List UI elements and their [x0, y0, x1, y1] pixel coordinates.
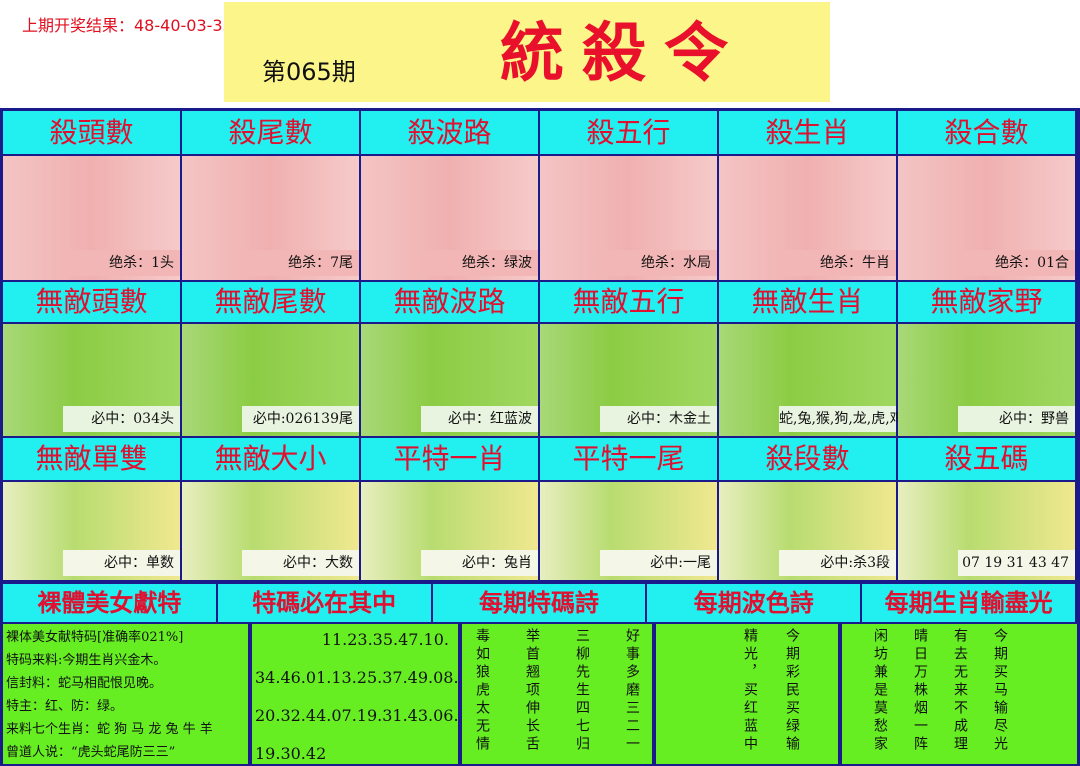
section-header: 無敵生肖	[719, 282, 896, 322]
section-value: 绝杀：绿波	[421, 250, 538, 276]
section-value: 必中：野兽	[958, 406, 1075, 432]
poem-column: 今期彩民买绿输	[784, 628, 800, 754]
beauty-line: 信封料：蛇马相配恨见晚。	[6, 676, 163, 691]
section-value: 07 19 31 43 47	[958, 550, 1075, 576]
title: 統殺令	[500, 16, 746, 91]
poem-column: 举首翘项伸长舌	[524, 628, 540, 754]
section-value: 绝杀：01合	[958, 250, 1075, 276]
section-header: 殺生肖	[719, 111, 896, 154]
section-value: 必中:杀3段	[779, 550, 896, 576]
section-value: 必中：034头	[63, 406, 180, 432]
section-header: 無敵家野	[898, 282, 1075, 322]
beauty-line: 特主：红、防：绿。	[6, 699, 124, 714]
poem-column: 毒如狼虎太无情	[474, 628, 490, 754]
section-header: 無敵尾數	[182, 282, 359, 322]
section-header: 殺五碼	[898, 438, 1075, 480]
number-line: 11.23.35.47.10.	[321, 630, 449, 649]
section-value: 必中：木金土	[600, 406, 717, 432]
beauty-line: 特码来料:今期生肖兴金木。	[6, 653, 167, 668]
section-header: 殺波路	[361, 111, 538, 154]
section-value: 必中：大数	[242, 550, 359, 576]
number-line: 20.32.44.07.19.31.43.06.	[255, 706, 459, 725]
bottom-cell	[252, 624, 458, 764]
section-value: 必中：兔肖	[421, 550, 538, 576]
beauty-line: 来料七个生肖：蛇 狗 马 龙 兔 牛 羊	[6, 722, 213, 737]
section-value: 必中：单数	[63, 550, 180, 576]
section-header: 平特一肖	[361, 438, 538, 480]
section-value: 绝杀：水局	[600, 250, 717, 276]
section-header: 殺尾數	[182, 111, 359, 154]
bottom-cell	[462, 624, 652, 764]
title-box	[224, 2, 830, 102]
section-value: 绝杀：1头	[63, 250, 180, 276]
section-header: 無敵波路	[361, 282, 538, 322]
poem-column: 闲坊兼是莫愁家	[872, 628, 888, 754]
beauty-line: 曾道人说：“虎头蛇尾防三三”	[6, 745, 176, 760]
poem-column: 精光，买红蓝中	[742, 628, 758, 754]
bottom-header: 每期特碼詩	[432, 584, 646, 622]
bottom-header: 裸體美女獻特	[3, 584, 216, 622]
bottom-header: 每期波色詩	[647, 584, 861, 622]
number-line: 19.30.42	[255, 744, 327, 763]
section-header: 無敵單雙	[3, 438, 180, 480]
bottom-header: 每期生肖輸盡光	[862, 584, 1075, 622]
section-header: 殺五行	[540, 111, 717, 154]
section-header: 無敵大小	[182, 438, 359, 480]
bottom-cell	[3, 624, 248, 764]
number-line: 34.46.01.13.25.37.49.08.	[255, 668, 459, 687]
bottom-cell	[656, 624, 838, 764]
poem-column: 有去无来不成理	[952, 628, 968, 754]
section-header: 平特一尾	[540, 438, 717, 480]
section-header: 殺合數	[898, 111, 1075, 154]
section-header: 無敵頭數	[3, 282, 180, 322]
section-value: 绝杀：7尾	[242, 250, 359, 276]
issue: 第065期	[262, 58, 356, 86]
bottom-header: 特碼必在其中	[217, 584, 431, 622]
section-value: 必中:026139尾	[242, 406, 359, 432]
section-header: 殺段數	[719, 438, 896, 480]
section-value: 蛇,兔,猴,狗,龙,虎,鸡,鼠	[779, 406, 922, 432]
section-value: 必中:一尾	[600, 550, 717, 576]
bottom-cell	[842, 624, 1077, 764]
beauty-line: 裸体美女献特码[准确率021%]	[6, 630, 184, 645]
poem-column: 三柳先生四七归	[574, 628, 590, 754]
section-value: 绝杀：牛肖	[779, 250, 896, 276]
section-value: 必中：红蓝波	[421, 406, 538, 432]
poem-column: 今期买马输尽光	[992, 628, 1008, 754]
section-header: 無敵五行	[540, 282, 717, 322]
poem-column: 晴日万株烟一阵	[912, 628, 928, 754]
poem-column: 好事多磨三二一	[624, 628, 640, 754]
section-header: 殺頭數	[3, 111, 180, 154]
